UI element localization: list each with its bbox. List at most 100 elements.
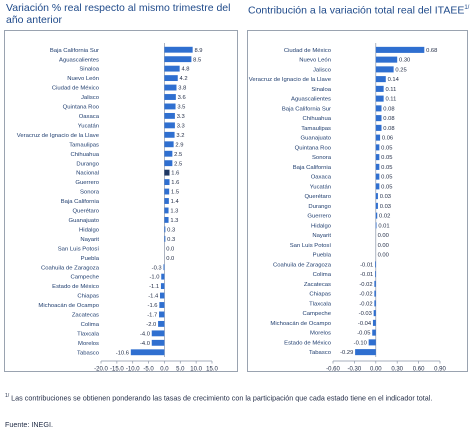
chart-left-bar [160, 283, 165, 290]
chart-left-value-label: -1.6 [148, 303, 158, 309]
right-title-note-marker: 1/ [464, 5, 470, 11]
chart-left-category-label: Durango [76, 161, 99, 167]
chart-left-bar [164, 150, 173, 157]
chart-right-bar [375, 193, 378, 200]
chart-right-value-label: 0.05 [381, 145, 392, 151]
chart-left-value-label: -4.0 [140, 331, 150, 337]
chart-left-category-label: Yucatán [78, 123, 99, 129]
chart-right-bar [375, 163, 380, 170]
chart-right-value-label: -0.02 [359, 292, 372, 298]
chart-right-category-label: Estado de México [284, 340, 332, 346]
chart-left-bar [158, 320, 165, 327]
chart-left-bar [164, 56, 192, 63]
chart-left-value-label: 3.8 [178, 86, 186, 92]
chart-right-category-label: Aguascalientes [291, 97, 331, 103]
chart-right-bar [373, 310, 376, 317]
chart-left-category-label: Oaxaca [79, 114, 100, 120]
chart-left-category-label: Chihuahua [71, 152, 100, 158]
chart-left-value-label: 1.5 [171, 190, 179, 196]
footnote-source: Fuente: INEGI. [5, 420, 53, 429]
chart-right-category-label: San Luis Potosí [290, 243, 332, 249]
chart-left-category-label: Zacatecas [72, 313, 99, 319]
chart-left-category-label: Nuevo León [67, 76, 99, 82]
chart-right-value-label: 0.05 [381, 155, 392, 161]
chart-right-category-label: Nayarit [312, 233, 331, 239]
chart-right-bar [375, 154, 380, 161]
chart-left-bar [130, 349, 165, 356]
chart-left-x-tick-label: 15.0 [206, 367, 218, 372]
chart-left-x-tick-label: 0.0 [160, 367, 169, 372]
chart-right-value-label: 0.03 [380, 204, 391, 210]
chart-right-category-label: Oaxaca [311, 175, 332, 181]
chart-right-category-label: Colima [313, 272, 332, 278]
chart-left-bar [164, 122, 175, 129]
chart-left-value-label: -1.4 [148, 294, 159, 300]
chart-right-bar [375, 115, 382, 122]
chart-right-value-label: -0.05 [357, 331, 370, 337]
footnote-marker: 1/ [5, 393, 10, 399]
chart-right-category-label: Tamaulipas [301, 126, 331, 132]
chart-left-category-label: Tabasco [77, 350, 100, 356]
chart-right-value-label: -0.03 [359, 311, 372, 317]
chart-right-x-tick-label: 0.30 [391, 367, 403, 372]
chart-right-value-label: 0.08 [383, 126, 394, 132]
chart-left-bar [159, 292, 165, 299]
left-chart-title: Variación % real respecto al mismo trime… [6, 2, 231, 26]
left-bar-chart: Baja California Sur 8.9 Aguascalientes 8.5 S… [17, 43, 218, 373]
footnote-contribution: 1/ Las contribuciones se obtienen ponder… [5, 392, 467, 402]
chart-left-category-label: Aguascalientes [59, 57, 99, 63]
chart-left-bar [151, 339, 165, 346]
chart-left-category-label: Coahuila de Zaragoza [41, 265, 100, 271]
chart-right-bar [375, 124, 382, 131]
chart-left-value-label: 8.5 [193, 57, 201, 63]
chart-right-bar [375, 46, 425, 53]
chart-left-category-label: Michoacán de Ocampo [38, 303, 99, 309]
chart-right-category-label: Michoacán de Ocampo [270, 321, 331, 327]
chart-left-bar [164, 188, 170, 195]
chart-right-x-tick-label: -0.60 [326, 367, 340, 372]
chart-right-value-label: 0.30 [399, 58, 410, 64]
chart-right-x-tick-label: -0.30 [348, 367, 362, 372]
chart-left-value-label: 1.3 [170, 218, 178, 224]
chart-left-category-label: Puebla [81, 256, 100, 262]
chart-left-value-label: 2.5 [174, 152, 182, 158]
chart-left-x-tick-label: 5.0 [176, 367, 185, 372]
chart-left-value-label: 0.3 [167, 227, 175, 233]
chart-left-bar [164, 169, 170, 176]
chart-right-value-label: 0.05 [381, 184, 392, 190]
chart-left-bar [164, 103, 176, 110]
chart-right-value-label: -0.10 [354, 340, 367, 346]
chart-left-category-label: Chiapas [77, 294, 99, 300]
chart-left-bar [164, 94, 176, 100]
chart-left-bar [159, 311, 165, 318]
chart-right-bar [374, 300, 376, 307]
chart-left-category-label: Estado de México [52, 284, 100, 290]
chart-left-category-label: San Luis Potosí [58, 246, 100, 252]
chart-left-bar [164, 160, 173, 167]
chart-left-value-label: 1.4 [171, 199, 180, 205]
chart-right-category-label: Hidalgo [311, 223, 332, 229]
chart-left-bar [164, 112, 175, 119]
chart-left-value-label: -0.3 [152, 265, 162, 271]
chart-left-value-label: 1.3 [170, 209, 178, 215]
chart-left-value-label: -2.0 [146, 322, 156, 328]
chart-right-category-label: Jalisco [313, 67, 332, 73]
chart-right-value-label: -0.29 [340, 350, 353, 356]
chart-left-value-label: 3.6 [178, 95, 186, 101]
chart-right-value-label: 0.05 [381, 165, 392, 171]
chart-right-bar [372, 319, 376, 326]
chart-right-category-label: Campeche [303, 311, 332, 317]
chart-right-bar [375, 271, 376, 278]
chart-left-category-label: Baja California Sur [50, 48, 99, 54]
chart-right-category-label: Nuevo León [299, 58, 331, 64]
chart-left-x-tick-label: -20.0 [94, 367, 108, 372]
right-chart-title-text: Contribución a la variación total real d… [248, 4, 465, 17]
chart-right-bar [375, 183, 380, 190]
chart-right-bar [375, 85, 384, 92]
chart-right-bar [375, 76, 386, 83]
chart-right-x-tick-label: 0.00 [370, 367, 382, 372]
chart-right-category-label: Chiapas [309, 292, 331, 298]
chart-right-category-label: Guerrero [307, 214, 331, 220]
chart-left-value-label: 1.6 [171, 180, 179, 186]
chart-left-value-label: 8.9 [194, 48, 202, 54]
